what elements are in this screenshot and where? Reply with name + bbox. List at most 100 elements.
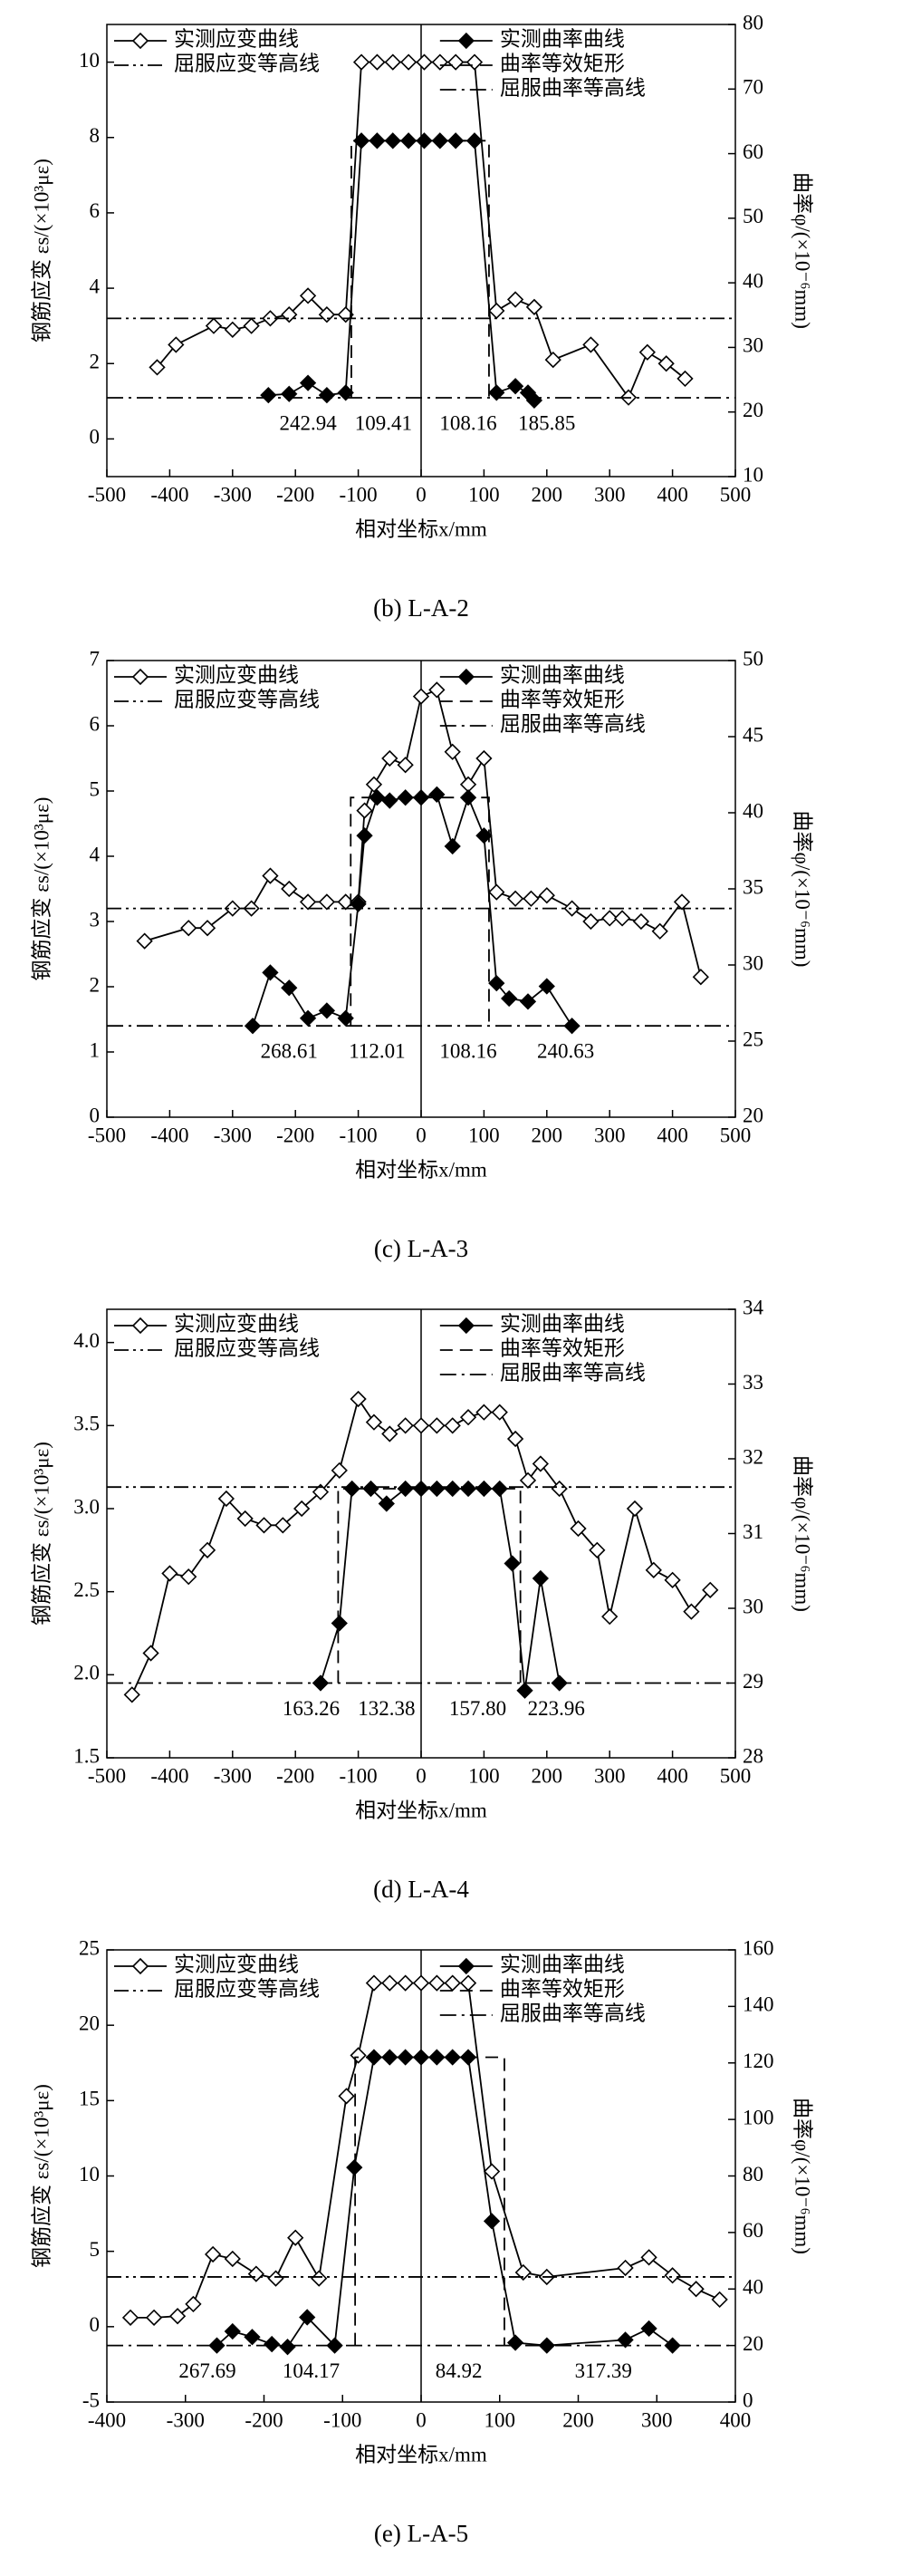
marker — [506, 378, 524, 395]
x-axis-label: 相对坐标x/mm — [355, 1158, 487, 1181]
y-tick-label: 3 — [90, 908, 101, 931]
marker — [488, 384, 505, 401]
x-tick-label: -200 — [276, 1764, 314, 1787]
marker — [204, 2245, 222, 2263]
marker — [601, 910, 619, 927]
marker — [459, 1409, 477, 1426]
marker — [397, 1974, 414, 1992]
annotation: 185.85 — [518, 411, 575, 434]
legend-label: 曲率等效矩形 — [500, 1977, 625, 2000]
y-tick-label: 20 — [79, 2012, 100, 2034]
x-tick-label: 300 — [594, 483, 626, 506]
x-tick-label: -500 — [88, 1764, 126, 1787]
x-tick-label: 500 — [720, 1124, 752, 1146]
marker — [318, 387, 336, 404]
legend-label: 屈服曲率等高线 — [500, 712, 646, 735]
y-tick-label: 0 — [90, 2313, 101, 2336]
marker — [491, 1404, 508, 1421]
series-line — [320, 1488, 561, 1691]
marker — [378, 1495, 395, 1512]
y-tick-label: 10 — [79, 2163, 100, 2185]
x-tick-label: 0 — [416, 1764, 427, 1787]
y-axis-label: 钢筋应变 εs/(×10³με) — [30, 1442, 53, 1626]
y-tick-label: 4.0 — [73, 1329, 100, 1352]
marker — [613, 910, 631, 927]
y-tick-label: 1.5 — [73, 1744, 100, 1767]
y-tick-label: 2.5 — [73, 1578, 100, 1601]
y2-axis-label: 曲率φ/(×10⁻⁶mm) — [792, 811, 814, 968]
y2-tick-label: 33 — [743, 1371, 763, 1394]
y2-tick-label: 28 — [743, 1744, 763, 1767]
legend-label: 屈服应变等高线 — [174, 1336, 320, 1359]
marker — [483, 2213, 501, 2230]
marker — [687, 2281, 705, 2298]
marker — [399, 132, 417, 150]
marker — [224, 2322, 241, 2340]
marker — [551, 1480, 568, 1498]
y2-tick-label: 80 — [743, 2163, 763, 2185]
marker — [123, 1686, 140, 1703]
marker — [208, 2337, 226, 2354]
marker — [365, 1974, 383, 1992]
marker — [412, 688, 430, 705]
legend-marker — [457, 1317, 475, 1335]
x-tick-label: 100 — [468, 1124, 500, 1146]
caption: (e) L-A-5 — [374, 2520, 468, 2547]
marker — [381, 749, 398, 767]
y2-tick-label: 20 — [743, 2332, 763, 2355]
x-tick-label: -300 — [167, 2408, 205, 2431]
y-tick-label: 5 — [90, 2238, 101, 2261]
marker — [459, 1974, 477, 1992]
x-tick-label: 0 — [416, 483, 427, 506]
x-tick-label: -300 — [214, 483, 252, 506]
marker — [640, 2249, 657, 2266]
x-tick-label: 500 — [720, 1764, 752, 1787]
y2-tick-label: 31 — [743, 1520, 763, 1543]
marker — [311, 2270, 328, 2287]
annotation: 108.16 — [439, 411, 496, 434]
legend-label: 曲率等效矩形 — [500, 1336, 625, 1359]
y2-tick-label: 45 — [743, 723, 763, 746]
marker — [350, 1390, 367, 1408]
marker — [589, 1541, 606, 1558]
chart: -500 -400 -300 -200 -100 0 100 200 300 400 500 0 1 2 3… — [30, 647, 813, 1262]
x-tick-label: 100 — [468, 1764, 500, 1787]
caption: (d) L-A-4 — [373, 1876, 469, 1903]
marker — [381, 792, 398, 809]
caption: (b) L-A-2 — [373, 594, 469, 622]
y2-axis-label: 曲率φ/(×10⁻⁶mm) — [792, 172, 814, 329]
legend-label: 实测应变曲线 — [174, 27, 299, 50]
y2-tick-label: 140 — [743, 1993, 774, 2016]
marker — [198, 1541, 216, 1558]
marker — [243, 317, 260, 334]
x-tick-label: 100 — [485, 2408, 516, 2431]
marker — [149, 359, 166, 376]
y-tick-label: 1 — [90, 1038, 101, 1061]
marker — [504, 1555, 521, 1572]
marker — [692, 969, 709, 986]
marker — [180, 1568, 197, 1586]
caption: (c) L-A-3 — [374, 1235, 468, 1262]
legend-label: 屈服曲率等高线 — [500, 76, 646, 99]
marker — [352, 53, 370, 71]
series-line — [337, 1488, 522, 1684]
legend-label: 实测曲率曲线 — [500, 663, 625, 686]
y-tick-label: 3.0 — [73, 1495, 100, 1518]
marker — [161, 1565, 178, 1582]
marker — [142, 1645, 159, 1662]
y-tick-label: 2 — [90, 351, 101, 373]
legend-label: 曲率等效矩形 — [500, 688, 625, 710]
marker — [205, 317, 223, 334]
marker — [299, 893, 317, 911]
series-line — [350, 796, 490, 1027]
marker — [262, 964, 279, 981]
marker — [444, 837, 461, 855]
annotation: 223.96 — [528, 1697, 585, 1720]
legend-marker — [457, 32, 475, 50]
marker — [318, 893, 336, 911]
marker — [475, 749, 493, 767]
y2-tick-label: 29 — [743, 1670, 763, 1693]
marker — [350, 895, 367, 912]
marker — [538, 978, 555, 995]
